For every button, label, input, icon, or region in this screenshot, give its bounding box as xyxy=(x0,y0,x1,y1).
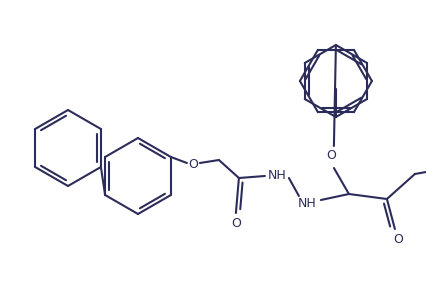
Text: O: O xyxy=(187,159,197,171)
Text: NH: NH xyxy=(297,198,316,210)
Text: O: O xyxy=(392,233,402,246)
Text: NH: NH xyxy=(267,169,285,182)
Text: O: O xyxy=(325,150,335,162)
Text: O: O xyxy=(230,217,240,230)
